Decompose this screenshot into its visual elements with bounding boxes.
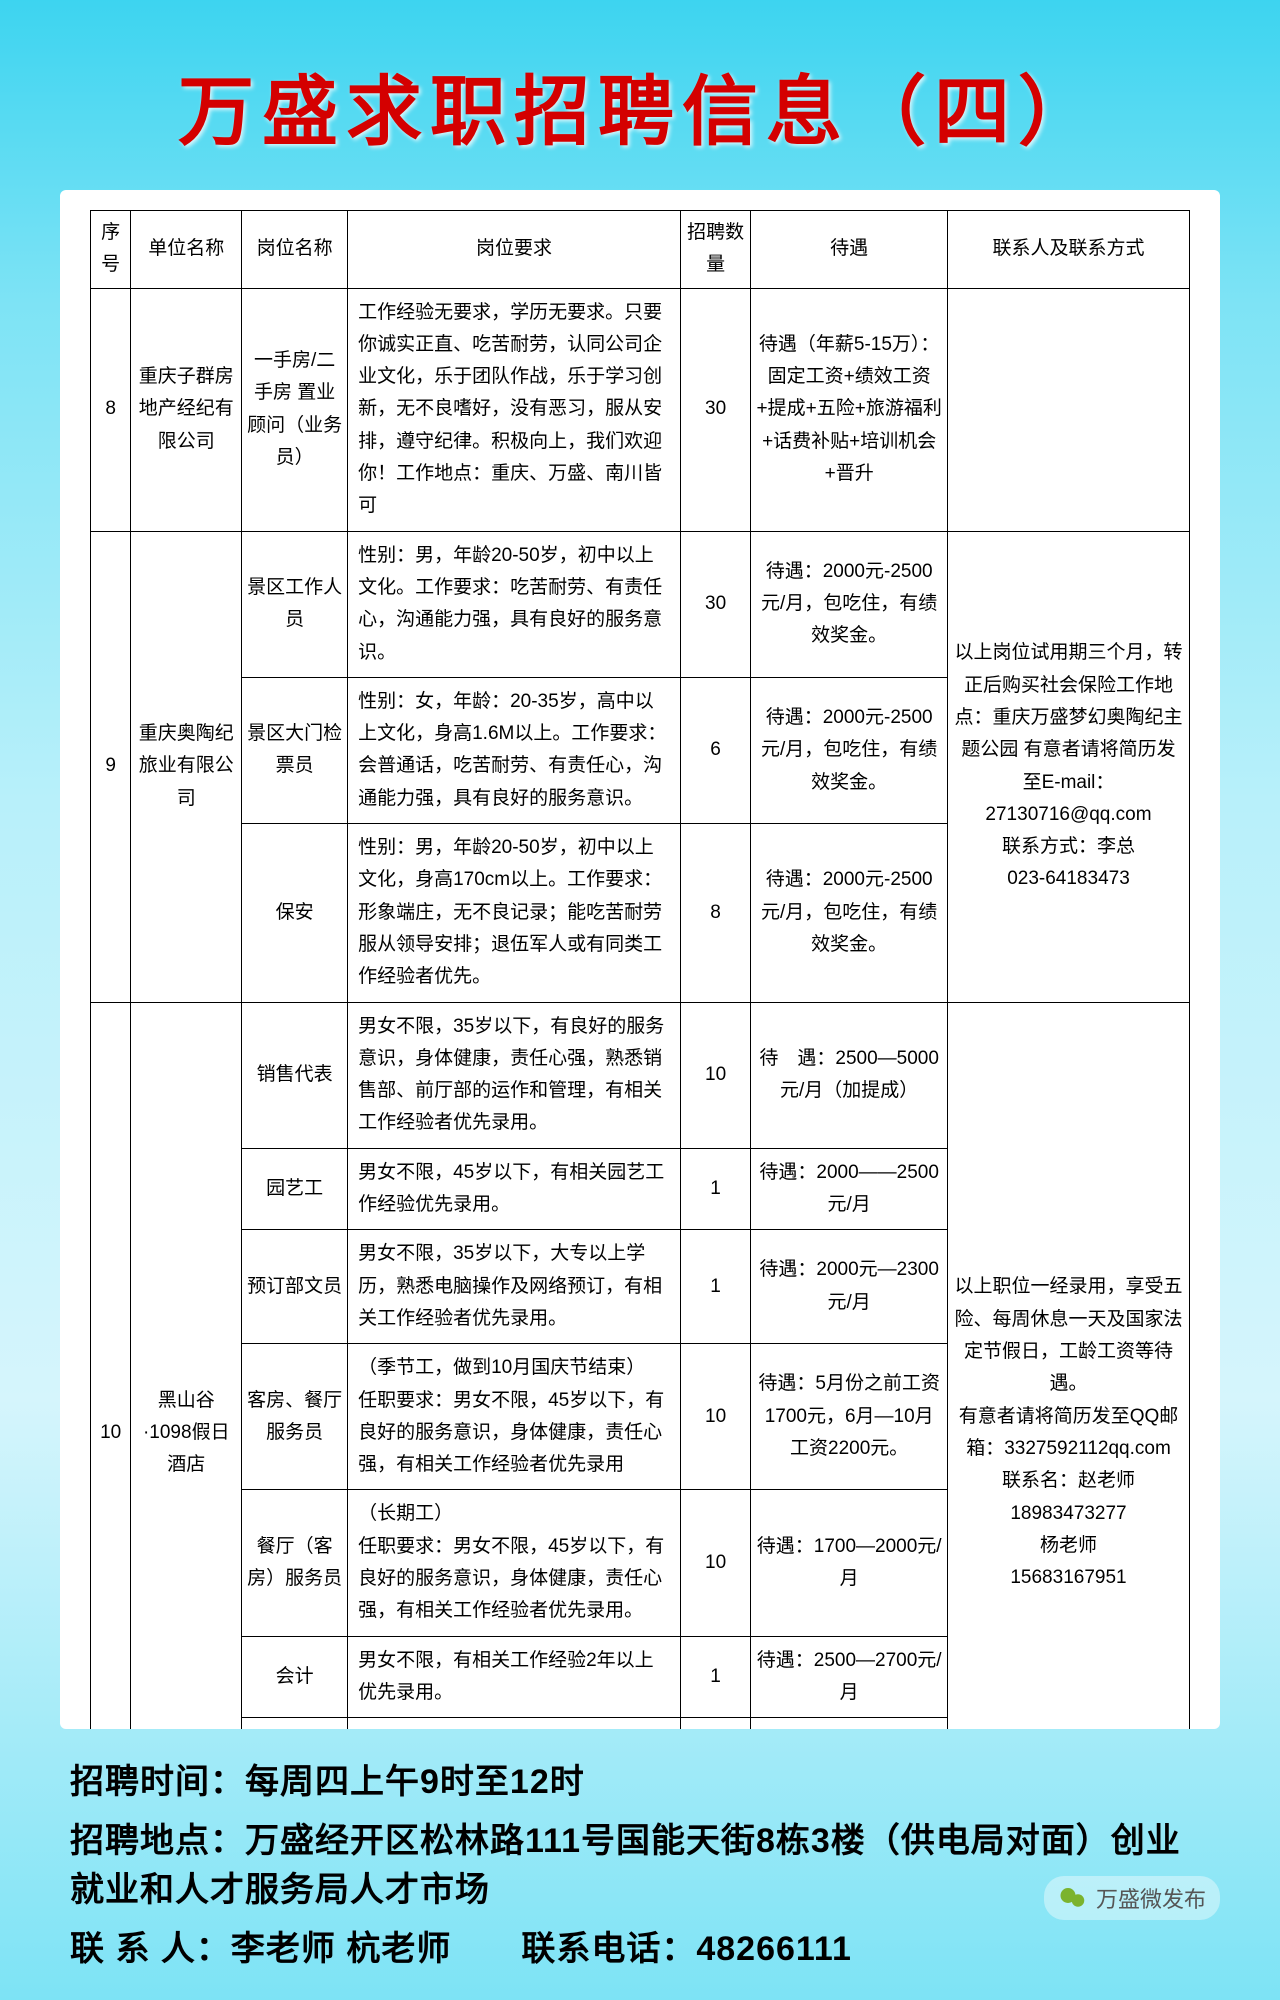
page-title: 万盛求职招聘信息（四） [60,50,1220,160]
cell-salary: 待遇：2000——2500元/月 [751,1148,948,1230]
cell-salary: 待遇：2000元-2500元/月，包吃住，有绩效奖金。 [751,824,948,1002]
wechat-label: 万盛微发布 [1096,1882,1206,1914]
cell-position: 保安员 [242,1718,348,1729]
cell-position: 会计 [242,1636,348,1718]
cell-requirements: （持有消防证或监控室操作证） 任职要求：男性，50岁以下，身体健康，有责任心，懂… [348,1718,681,1729]
cell-salary: 待遇：5月份之前工资1700元，6月—10月工资2200元。 [751,1344,948,1490]
cell-count: 8 [680,824,751,1002]
cell-position: 一手房/二手房 置业顾问（业务员） [242,288,348,531]
cell-salary: 待 遇：2500—5000元/月（加提成） [751,1002,948,1148]
cell-position: 景区大门检票员 [242,677,348,823]
cell-contact: 以上岗位试用期三个月，转正后购买社会保险工作地点：重庆万盛梦幻奥陶纪主题公园 有… [947,531,1189,1002]
cell-salary: 待遇：2000-2300元/月 [751,1718,948,1729]
cell-salary: 待遇：2500—2700元/月 [751,1636,948,1718]
header-company: 单位名称 [131,211,242,289]
cell-count: 1 [680,1148,751,1230]
cell-contact: 以上职位一经录用，享受五险、每周休息一天及国家法定节假日，工龄工资等待遇。 有意… [947,1002,1189,1729]
footer-time: 招聘时间：每周四上午9时至12时 [70,1754,1210,1803]
header-contact: 联系人及联系方式 [947,211,1189,289]
cell-count: 30 [680,531,751,677]
cell-seq: 8 [91,288,131,531]
cell-company: 重庆子群房地产经纪有限公司 [131,288,242,531]
table-row: 9重庆奥陶纪旅业有限公司景区工作人员性别：男，年龄20-50岁，初中以上文化。工… [91,531,1190,677]
header-requirements: 岗位要求 [348,211,681,289]
header-seq: 序号 [91,211,131,289]
cell-salary: 待遇：1700—2000元/月 [751,1490,948,1636]
table-row: 10黑山谷·1098假日酒店销售代表男女不限，35岁以下，有良好的服务意识，身体… [91,1002,1190,1148]
cell-contact [947,288,1189,531]
cell-position: 景区工作人员 [242,531,348,677]
cell-count: 2 [680,1718,751,1729]
cell-count: 1 [680,1636,751,1718]
cell-company: 重庆奥陶纪旅业有限公司 [131,531,242,1002]
cell-position: 客房、餐厅服务员 [242,1344,348,1490]
cell-requirements: 男女不限，有相关工作经验2年以上优先录用。 [348,1636,681,1718]
cell-requirements: 性别：男，年龄20-50岁，初中以上文化，身高170cm以上。工作要求：形象端庄… [348,824,681,1002]
cell-requirements: （季节工，做到10月国庆节结束） 任职要求：男女不限，45岁以下，有良好的服务意… [348,1344,681,1490]
header-count: 招聘数量 [680,211,751,289]
cell-position: 保安 [242,824,348,1002]
cell-count: 10 [680,1002,751,1148]
cell-position: 销售代表 [242,1002,348,1148]
cell-requirements: 性别：男，年龄20-50岁，初中以上文化。工作要求：吃苦耐劳、有责任心，沟通能力… [348,531,681,677]
footer-address: 招聘地点：万盛经开区松林路111号国能天街8栋3楼（供电局对面）创业就业和人才服… [70,1813,1210,1911]
wechat-tag: 万盛微发布 [1044,1876,1220,1920]
cell-requirements: 男女不限，45岁以下，有相关园艺工作经验优先录用。 [348,1148,681,1230]
cell-count: 10 [680,1490,751,1636]
cell-salary: 待遇：2000元-2500元/月，包吃住，有绩效奖金。 [751,531,948,677]
cell-requirements: 男女不限，35岁以下，大专以上学历，熟悉电脑操作及网络预订，有相关工作经验者优先… [348,1230,681,1344]
job-table: 序号 单位名称 岗位名称 岗位要求 招聘数量 待遇 联系人及联系方式 8重庆子群… [90,210,1190,1729]
cell-position: 园艺工 [242,1148,348,1230]
cell-count: 30 [680,288,751,531]
cell-seq: 10 [91,1002,131,1729]
cell-count: 10 [680,1344,751,1490]
table-row: 8重庆子群房地产经纪有限公司一手房/二手房 置业顾问（业务员）工作经验无要求，学… [91,288,1190,531]
cell-requirements: （长期工） 任职要求：男女不限，45岁以下，有良好的服务意识，身体健康，责任心强… [348,1490,681,1636]
cell-salary: 待遇：2000元—2300元/月 [751,1230,948,1344]
cell-requirements: 男女不限，35岁以下，有良好的服务意识，身体健康，责任心强，熟悉销售部、前厅部的… [348,1002,681,1148]
footer-contact: 联 系 人：李老师 杭老师 联系电话：48266111 [70,1921,1210,1970]
cell-company: 黑山谷·1098假日酒店 [131,1002,242,1729]
header-salary: 待遇 [751,211,948,289]
cell-count: 1 [680,1230,751,1344]
header-position: 岗位名称 [242,211,348,289]
cell-salary: 待遇：2000元-2500元/月，包吃住，有绩效奖金。 [751,677,948,823]
cell-position: 餐厅（客房）服务员 [242,1490,348,1636]
cell-position: 预订部文员 [242,1230,348,1344]
cell-salary: 待遇（年薪5-15万）：固定工资+绩效工资+提成+五险+旅游福利+话费补贴+培训… [751,288,948,531]
wechat-icon [1058,1883,1088,1913]
cell-seq: 9 [91,531,131,1002]
cell-requirements: 工作经验无要求，学历无要求。只要你诚实正直、吃苦耐劳，认同公司企业文化，乐于团队… [348,288,681,531]
cell-count: 6 [680,677,751,823]
job-table-container: 序号 单位名称 岗位名称 岗位要求 招聘数量 待遇 联系人及联系方式 8重庆子群… [60,190,1220,1729]
footer: 招聘时间：每周四上午9时至12时 招聘地点：万盛经开区松林路111号国能天街8栋… [60,1744,1220,1980]
cell-requirements: 性别：女，年龄：20-35岁，高中以上文化，身高1.6M以上。工作要求：会普通话… [348,677,681,823]
